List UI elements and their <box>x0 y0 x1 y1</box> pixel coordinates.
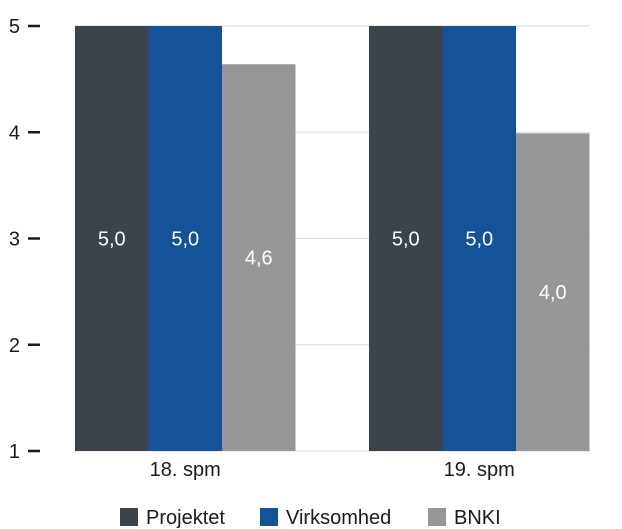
x-axis: 18. spm 19. spm <box>150 459 515 481</box>
legend: Projektet Virksomhed BNKI <box>120 507 501 529</box>
y-tick-label: 1 <box>9 441 20 463</box>
bars <box>75 26 590 451</box>
y-tick-label: 3 <box>9 229 20 251</box>
legend-item-bnki: BNKI <box>428 507 501 529</box>
bar-virksomhed-1 <box>148 26 222 451</box>
data-labels: 5,0 5,0 4,6 5,0 5,0 4,0 <box>98 229 567 305</box>
bar-virksomhed-2 <box>442 26 516 451</box>
legend-swatch <box>428 508 446 526</box>
bar-bnki-1 <box>222 64 296 451</box>
data-label-projektet-1: 5,0 <box>98 229 126 251</box>
x-category-label: 18. spm <box>150 459 221 481</box>
data-label-virksomhed-1: 5,0 <box>171 229 199 251</box>
bar-projektet-1 <box>75 26 149 451</box>
bar-bnki-2 <box>516 133 590 451</box>
legend-swatch <box>260 508 278 526</box>
legend-item-projektet: Projektet <box>120 507 225 529</box>
legend-label: Projektet <box>146 507 225 529</box>
data-label-bnki-1: 4,6 <box>245 248 273 270</box>
legend-label: Virksomhed <box>286 507 391 529</box>
x-category-label: 19. spm <box>444 459 515 481</box>
data-label-virksomhed-2: 5,0 <box>465 229 493 251</box>
legend-item-virksomhed: Virksomhed <box>260 507 391 529</box>
data-label-bnki-2: 4,0 <box>539 282 567 304</box>
bar-projektet-2 <box>369 26 443 451</box>
legend-swatch <box>120 508 138 526</box>
y-tick-label: 2 <box>9 335 20 357</box>
y-tick-label: 4 <box>9 122 20 144</box>
y-tick-label: 5 <box>9 16 20 38</box>
y-axis: 5 4 3 2 1 <box>9 16 40 463</box>
data-label-projektet-2: 5,0 <box>392 229 420 251</box>
legend-label: BNKI <box>454 507 501 529</box>
